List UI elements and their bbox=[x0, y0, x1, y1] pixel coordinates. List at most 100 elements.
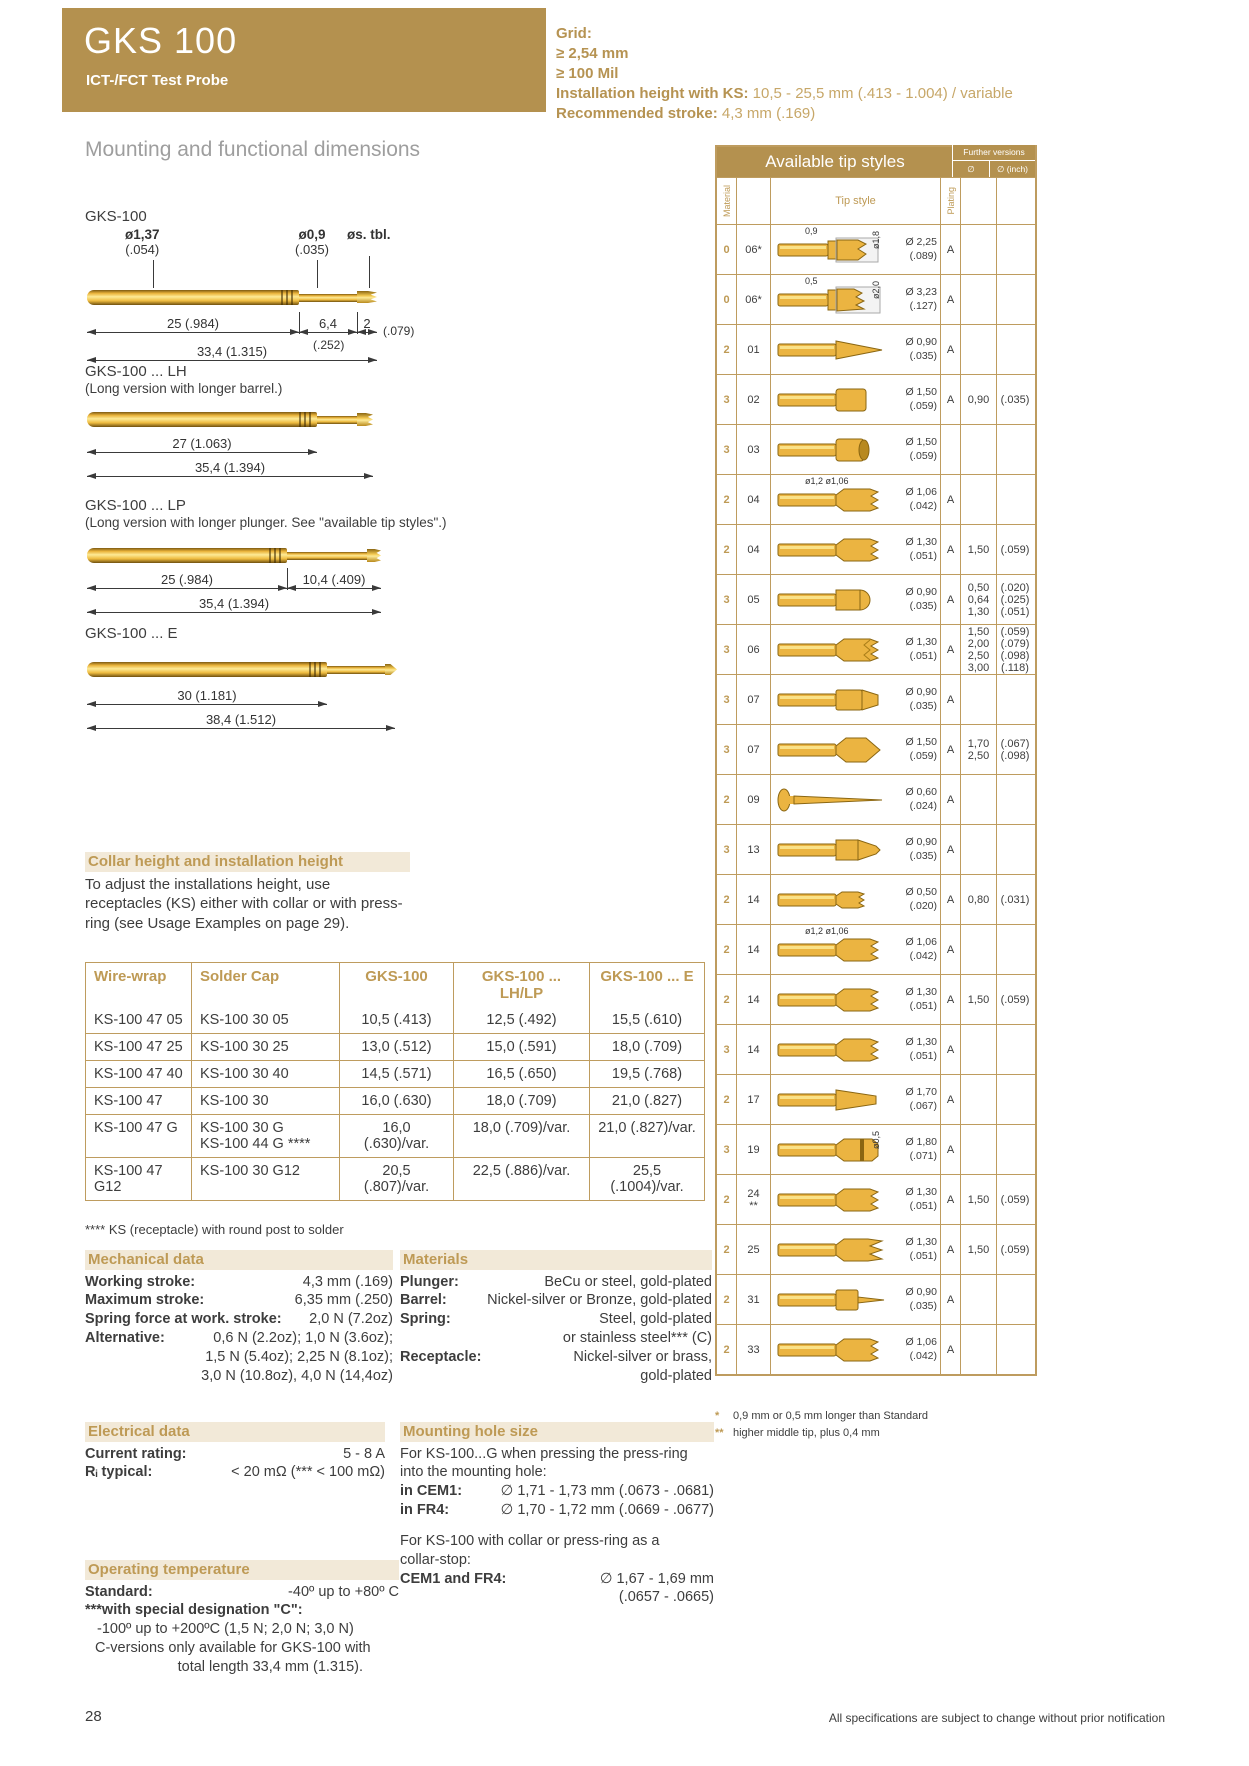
product-title: GKS 100 bbox=[84, 20, 238, 61]
table-cell: KS-100 47 25 bbox=[86, 1034, 192, 1060]
further-version-inch: (.020) (.025) (.051) bbox=[1000, 581, 1030, 618]
tip-style-cell: ø1,2 ø1,06 Ø 1,06 (.042) bbox=[771, 475, 941, 524]
materials-heading: Materials bbox=[400, 1250, 712, 1270]
spec-label: Barrel: bbox=[400, 1292, 447, 1309]
plating-cell: A bbox=[941, 1075, 961, 1124]
tip-illustration bbox=[777, 1338, 880, 1361]
operating-section: Operating temperature Standard: -40º up t… bbox=[85, 1560, 399, 1675]
spec-row: in CEM1: ∅ 1,71 - 1,73 mm (.0673 - .0681) bbox=[400, 1482, 714, 1501]
tip-number-cell: 31 bbox=[737, 1275, 771, 1324]
tip-number-cell: 06* bbox=[737, 275, 771, 324]
tip-style-cell: Ø 1,70 (.067) bbox=[771, 1075, 941, 1124]
further-version-mm bbox=[961, 225, 997, 274]
material-cell: 2 bbox=[717, 475, 737, 524]
collar-heading: Collar height and installation height bbox=[85, 852, 410, 872]
tip-diameter: Ø 1,30 (.051) bbox=[905, 536, 937, 562]
table-cell: KS-100 30 05 bbox=[192, 1007, 340, 1033]
mechanical-heading: Mechanical data bbox=[85, 1250, 393, 1270]
further-version-inch bbox=[997, 675, 1033, 724]
spec-value: < 20 mΩ (*** < 100 mΩ) bbox=[231, 1464, 385, 1481]
text-line: into the mounting hole: bbox=[400, 1464, 547, 1481]
tip-number-cell: 06* bbox=[737, 225, 771, 274]
material-cell: 2 bbox=[717, 1175, 737, 1224]
plating-cell: A bbox=[941, 825, 961, 874]
tip-number-cell: 01 bbox=[737, 325, 771, 374]
tip-style-cell: Ø 1,30 (.051) bbox=[771, 1175, 941, 1224]
tip-style-row: 2 01 Ø 0,90 (.035) A bbox=[717, 324, 1035, 374]
tip-diameter: Ø 1,30 (.051) bbox=[905, 1036, 937, 1062]
spec-value: 2,0 N (7.2oz) bbox=[309, 1311, 393, 1328]
tip-style-row: 3 19 ø0,5 Ø 1,80 (.071) A bbox=[717, 1124, 1035, 1174]
tip-style-row: 3 02 Ø 1,50 (.059) A 0,90 (.035) bbox=[717, 374, 1035, 424]
header-specs: Grid: ≥ 2,54 mm ≥ 100 Mil Installation h… bbox=[556, 24, 1156, 124]
spec-row: gold-plated bbox=[400, 1367, 712, 1386]
ks-table-header: Wire-wrap Solder Cap GKS-100 GKS-100 ... LH… bbox=[86, 963, 704, 1007]
table-cell: 12,5 (.492) bbox=[454, 1007, 590, 1033]
tip-number-cell: 14 bbox=[737, 975, 771, 1024]
drawing-gks100: ø1,37 (.054) ø0,9 (.035) øs. tbl. 25 (.984… bbox=[85, 227, 415, 368]
tip-illustration bbox=[777, 286, 881, 313]
material-cell: 2 bbox=[717, 775, 737, 824]
table-cell: 16,0 (.630)/var. bbox=[340, 1115, 454, 1157]
tip-illustration bbox=[777, 488, 880, 511]
grid-mil: ≥ 100 Mil bbox=[556, 64, 619, 82]
plating-cell: A bbox=[941, 775, 961, 824]
spec-value: 5 - 8 A bbox=[343, 1445, 385, 1462]
further-version-inch bbox=[997, 775, 1033, 824]
product-header-box: GKS 100 ICT-/FCT Test Probe bbox=[62, 8, 546, 112]
tip-style-row: 2 09 Ø 0,60 (.024) A bbox=[717, 774, 1035, 824]
tip-styles-column-headers: Material Tip style Plating bbox=[717, 177, 1035, 224]
tip-number-cell: 04 bbox=[737, 525, 771, 574]
tip-dim-note: 0,5 bbox=[805, 276, 818, 286]
tip-style-cell: Ø 0,90 (.035) bbox=[771, 825, 941, 874]
tip-number-cell: 14 bbox=[737, 1025, 771, 1074]
further-version-inch: (.031) bbox=[1000, 893, 1030, 906]
tip-style-row: 2 14 Ø 0,50 (.020) A 0,80 (.031) bbox=[717, 874, 1035, 924]
material-cell: 3 bbox=[717, 675, 737, 724]
material-cell: 2 bbox=[717, 1325, 737, 1374]
further-version-mm: 1,50 bbox=[961, 975, 997, 1024]
spec-row: Maximum stroke: 6,35 mm (.250) bbox=[85, 1291, 393, 1310]
material-cell: 3 bbox=[717, 425, 737, 474]
tip-illustration bbox=[777, 988, 880, 1011]
material-cell: 3 bbox=[717, 375, 737, 424]
spec-row: Receptacle: Nickel-silver or brass, bbox=[400, 1348, 712, 1367]
spec-row: Barrel: Nickel-silver or Bronze, gold-pla… bbox=[400, 1291, 712, 1310]
further-version-mm: 0,80 bbox=[961, 875, 997, 924]
further-version-mm bbox=[961, 925, 997, 974]
further-version-mm bbox=[961, 775, 997, 824]
table-row: KS-100 47 G12 KS-100 30 G12 20,5 (.807)/va… bbox=[86, 1157, 704, 1200]
plating-cell: A bbox=[941, 1325, 961, 1374]
plating-cell: A bbox=[941, 975, 961, 1024]
tip-styles-footnotes: * 0,9 mm or 0,5 mm longer than Standard **… bbox=[715, 1408, 928, 1441]
further-version-mm: 1,50 bbox=[961, 525, 997, 574]
ks-column-header: GKS-100 bbox=[340, 963, 454, 1007]
electrical-section: Electrical data Current rating: 5 - 8 A Rᵢ… bbox=[85, 1422, 385, 1482]
tip-style-cell: Ø 0,50 (.020) bbox=[771, 875, 941, 924]
mounting-heading: Mounting hole size bbox=[400, 1422, 714, 1442]
tip-illustration bbox=[777, 638, 880, 661]
text-line: ***with special designation "C": bbox=[85, 1602, 303, 1619]
table-cell: 22,5 (.886)/var. bbox=[454, 1158, 590, 1200]
spec-row: 1,5 N (5.4oz); 2,25 N (8.1oz); bbox=[85, 1348, 393, 1367]
table-cell: 14,5 (.571) bbox=[340, 1061, 454, 1087]
tip-illustration bbox=[777, 438, 870, 461]
collar-body: To adjust the installations height, use … bbox=[85, 875, 403, 932]
tip-style-row: 2 04 Ø 1,30 (.051) A 1,50 (.059) bbox=[717, 524, 1035, 574]
material-cell: 3 bbox=[717, 1025, 737, 1074]
spec-value: ∅ 1,71 - 1,73 mm (.0673 - .0681) bbox=[500, 1483, 714, 1500]
tip-style-cell: Ø 0,90 (.035) bbox=[771, 1275, 941, 1324]
table-cell: KS-100 47 G bbox=[86, 1115, 192, 1157]
material-cell: 2 bbox=[717, 925, 737, 974]
material-cell: 0 bbox=[717, 225, 737, 274]
table-row: KS-100 47 40 KS-100 30 40 14,5 (.571) 16,5 … bbox=[86, 1060, 704, 1087]
tip-illustration bbox=[777, 688, 879, 711]
tip-diameter: Ø 0,90 (.035) bbox=[905, 336, 937, 362]
tip-illustration bbox=[777, 1038, 880, 1061]
tip-style-cell: Ø 1,50 (.059) bbox=[771, 425, 941, 474]
table-cell: 16,0 (.630) bbox=[340, 1088, 454, 1114]
tip-illustration bbox=[777, 1088, 877, 1111]
grid-label: Grid: bbox=[556, 25, 592, 42]
further-version-mm bbox=[961, 1025, 997, 1074]
